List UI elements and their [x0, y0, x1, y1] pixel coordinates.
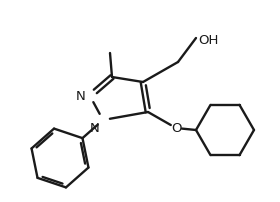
Text: O: O	[171, 121, 181, 135]
Text: N: N	[90, 121, 100, 135]
Text: OH: OH	[198, 34, 218, 46]
Text: N: N	[76, 89, 86, 102]
